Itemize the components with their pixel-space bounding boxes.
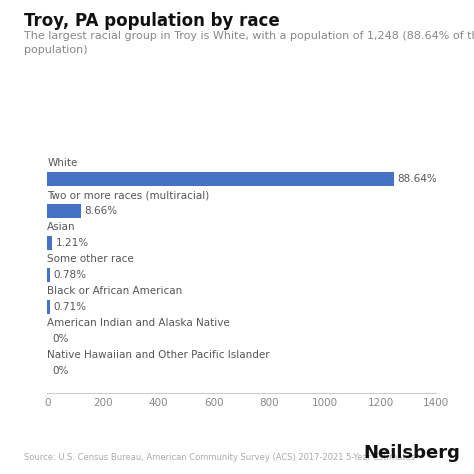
Text: 1.21%: 1.21%: [55, 238, 89, 248]
Text: 8.66%: 8.66%: [84, 206, 118, 216]
Bar: [47, 268, 50, 282]
Text: White: White: [47, 158, 78, 168]
Text: 88.64%: 88.64%: [397, 174, 437, 184]
Text: The largest racial group in Troy is White, with a population of 1,248 (88.64% of: The largest racial group in Troy is Whit…: [24, 31, 474, 55]
Text: 0%: 0%: [53, 334, 69, 344]
Text: 0%: 0%: [53, 366, 69, 376]
Bar: [47, 172, 394, 185]
Text: Native Hawaiian and Other Pacific Islander: Native Hawaiian and Other Pacific Island…: [47, 350, 270, 360]
Text: Black or African American: Black or African American: [47, 286, 182, 296]
Bar: [47, 204, 81, 218]
Text: 0.78%: 0.78%: [54, 270, 87, 280]
Text: 0.71%: 0.71%: [54, 302, 87, 312]
Text: Source: U.S. Census Bureau, American Community Survey (ACS) 2017-2021 5-Year Est: Source: U.S. Census Bureau, American Com…: [24, 453, 415, 462]
Text: Some other race: Some other race: [47, 255, 134, 264]
Text: Asian: Asian: [47, 222, 76, 232]
Bar: [47, 236, 52, 250]
Text: Troy, PA population by race: Troy, PA population by race: [24, 12, 280, 30]
Text: Neilsberg: Neilsberg: [363, 444, 460, 462]
Bar: [47, 300, 50, 314]
Text: American Indian and Alaska Native: American Indian and Alaska Native: [47, 319, 230, 328]
Text: Two or more races (multiracial): Two or more races (multiracial): [47, 190, 210, 201]
